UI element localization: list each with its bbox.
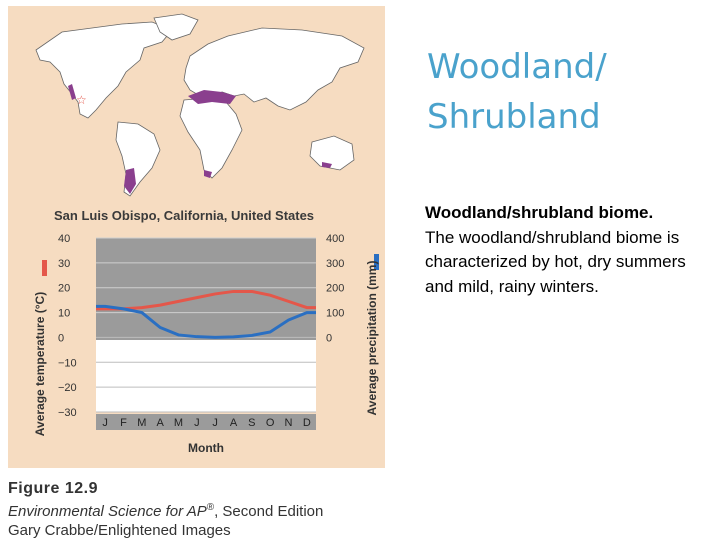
figure-panel: ☆ San Luis Obispo, California, United St… bbox=[8, 6, 385, 468]
y-axis-left-label: Average temperature (°C) bbox=[33, 292, 47, 436]
y-tick-left: −20 bbox=[58, 382, 77, 394]
y-tick-left: −30 bbox=[58, 407, 77, 419]
photo-credit: Gary Crabbe/Enlightened Images bbox=[8, 522, 231, 539]
book-citation: Environmental Science for AP®, Second Ed… bbox=[8, 502, 324, 520]
x-tick-label: A bbox=[230, 417, 238, 429]
x-tick-label: S bbox=[248, 417, 255, 429]
y-tick-left: 0 bbox=[58, 332, 64, 344]
x-tick-label: A bbox=[156, 417, 164, 429]
slide-body: Woodland/shrubland biome. The woodland/s… bbox=[425, 201, 715, 299]
y-tick-left: 10 bbox=[58, 308, 70, 320]
y-tick-right: 400 bbox=[326, 233, 344, 245]
x-tick-label: D bbox=[303, 417, 311, 429]
x-tick-label: M bbox=[174, 417, 183, 429]
world-map: ☆ bbox=[35, 13, 365, 197]
x-tick-label: F bbox=[120, 417, 127, 429]
x-tick-label: J bbox=[194, 417, 200, 429]
figure-number: Figure 12.9 bbox=[8, 480, 98, 497]
month-strip-bg bbox=[96, 414, 316, 430]
plot-lower bbox=[96, 340, 316, 412]
plot-band bbox=[96, 238, 316, 340]
y-tick-right: 0 bbox=[326, 332, 332, 344]
temperature-legend-swatch bbox=[42, 260, 47, 276]
slide-title: Woodland/ Shrubland bbox=[427, 42, 707, 142]
precipitation-line bbox=[96, 304, 316, 339]
y-tick-right: 100 bbox=[326, 308, 344, 320]
y-tick-right: 300 bbox=[326, 258, 344, 270]
body-heading: Woodland/shrubland biome. bbox=[425, 203, 654, 222]
x-tick-label: M bbox=[137, 417, 146, 429]
y-tick-left: 30 bbox=[58, 258, 70, 270]
svg-text:☆: ☆ bbox=[76, 93, 87, 107]
y-tick-left: 40 bbox=[58, 233, 70, 245]
x-tick-label: N bbox=[285, 417, 293, 429]
slide-title-line1: Woodland/ bbox=[427, 47, 607, 87]
book-edition: , Second Edition bbox=[214, 503, 324, 520]
y-tick-left: 20 bbox=[58, 283, 70, 295]
body-text: The woodland/shrubland biome is characte… bbox=[425, 227, 686, 296]
y-axis-right-label: Average precipitation (mm) bbox=[365, 261, 379, 416]
y-tick-right: 200 bbox=[326, 283, 344, 295]
x-axis-label: Month bbox=[188, 441, 224, 455]
chart-title: San Luis Obispo, California, United Stat… bbox=[54, 208, 315, 223]
figure-caption: Figure 12.9 Environmental Science for AP… bbox=[8, 480, 323, 540]
x-tick-label: J bbox=[102, 417, 108, 429]
y-tick-left: −10 bbox=[58, 357, 77, 369]
precipitation-legend-swatch bbox=[374, 254, 379, 270]
book-title: Environmental Science for AP bbox=[8, 503, 207, 520]
x-tick-label: J bbox=[212, 417, 218, 429]
slide-title-line2: Shrubland bbox=[427, 97, 601, 137]
x-tick-label: O bbox=[266, 417, 275, 429]
